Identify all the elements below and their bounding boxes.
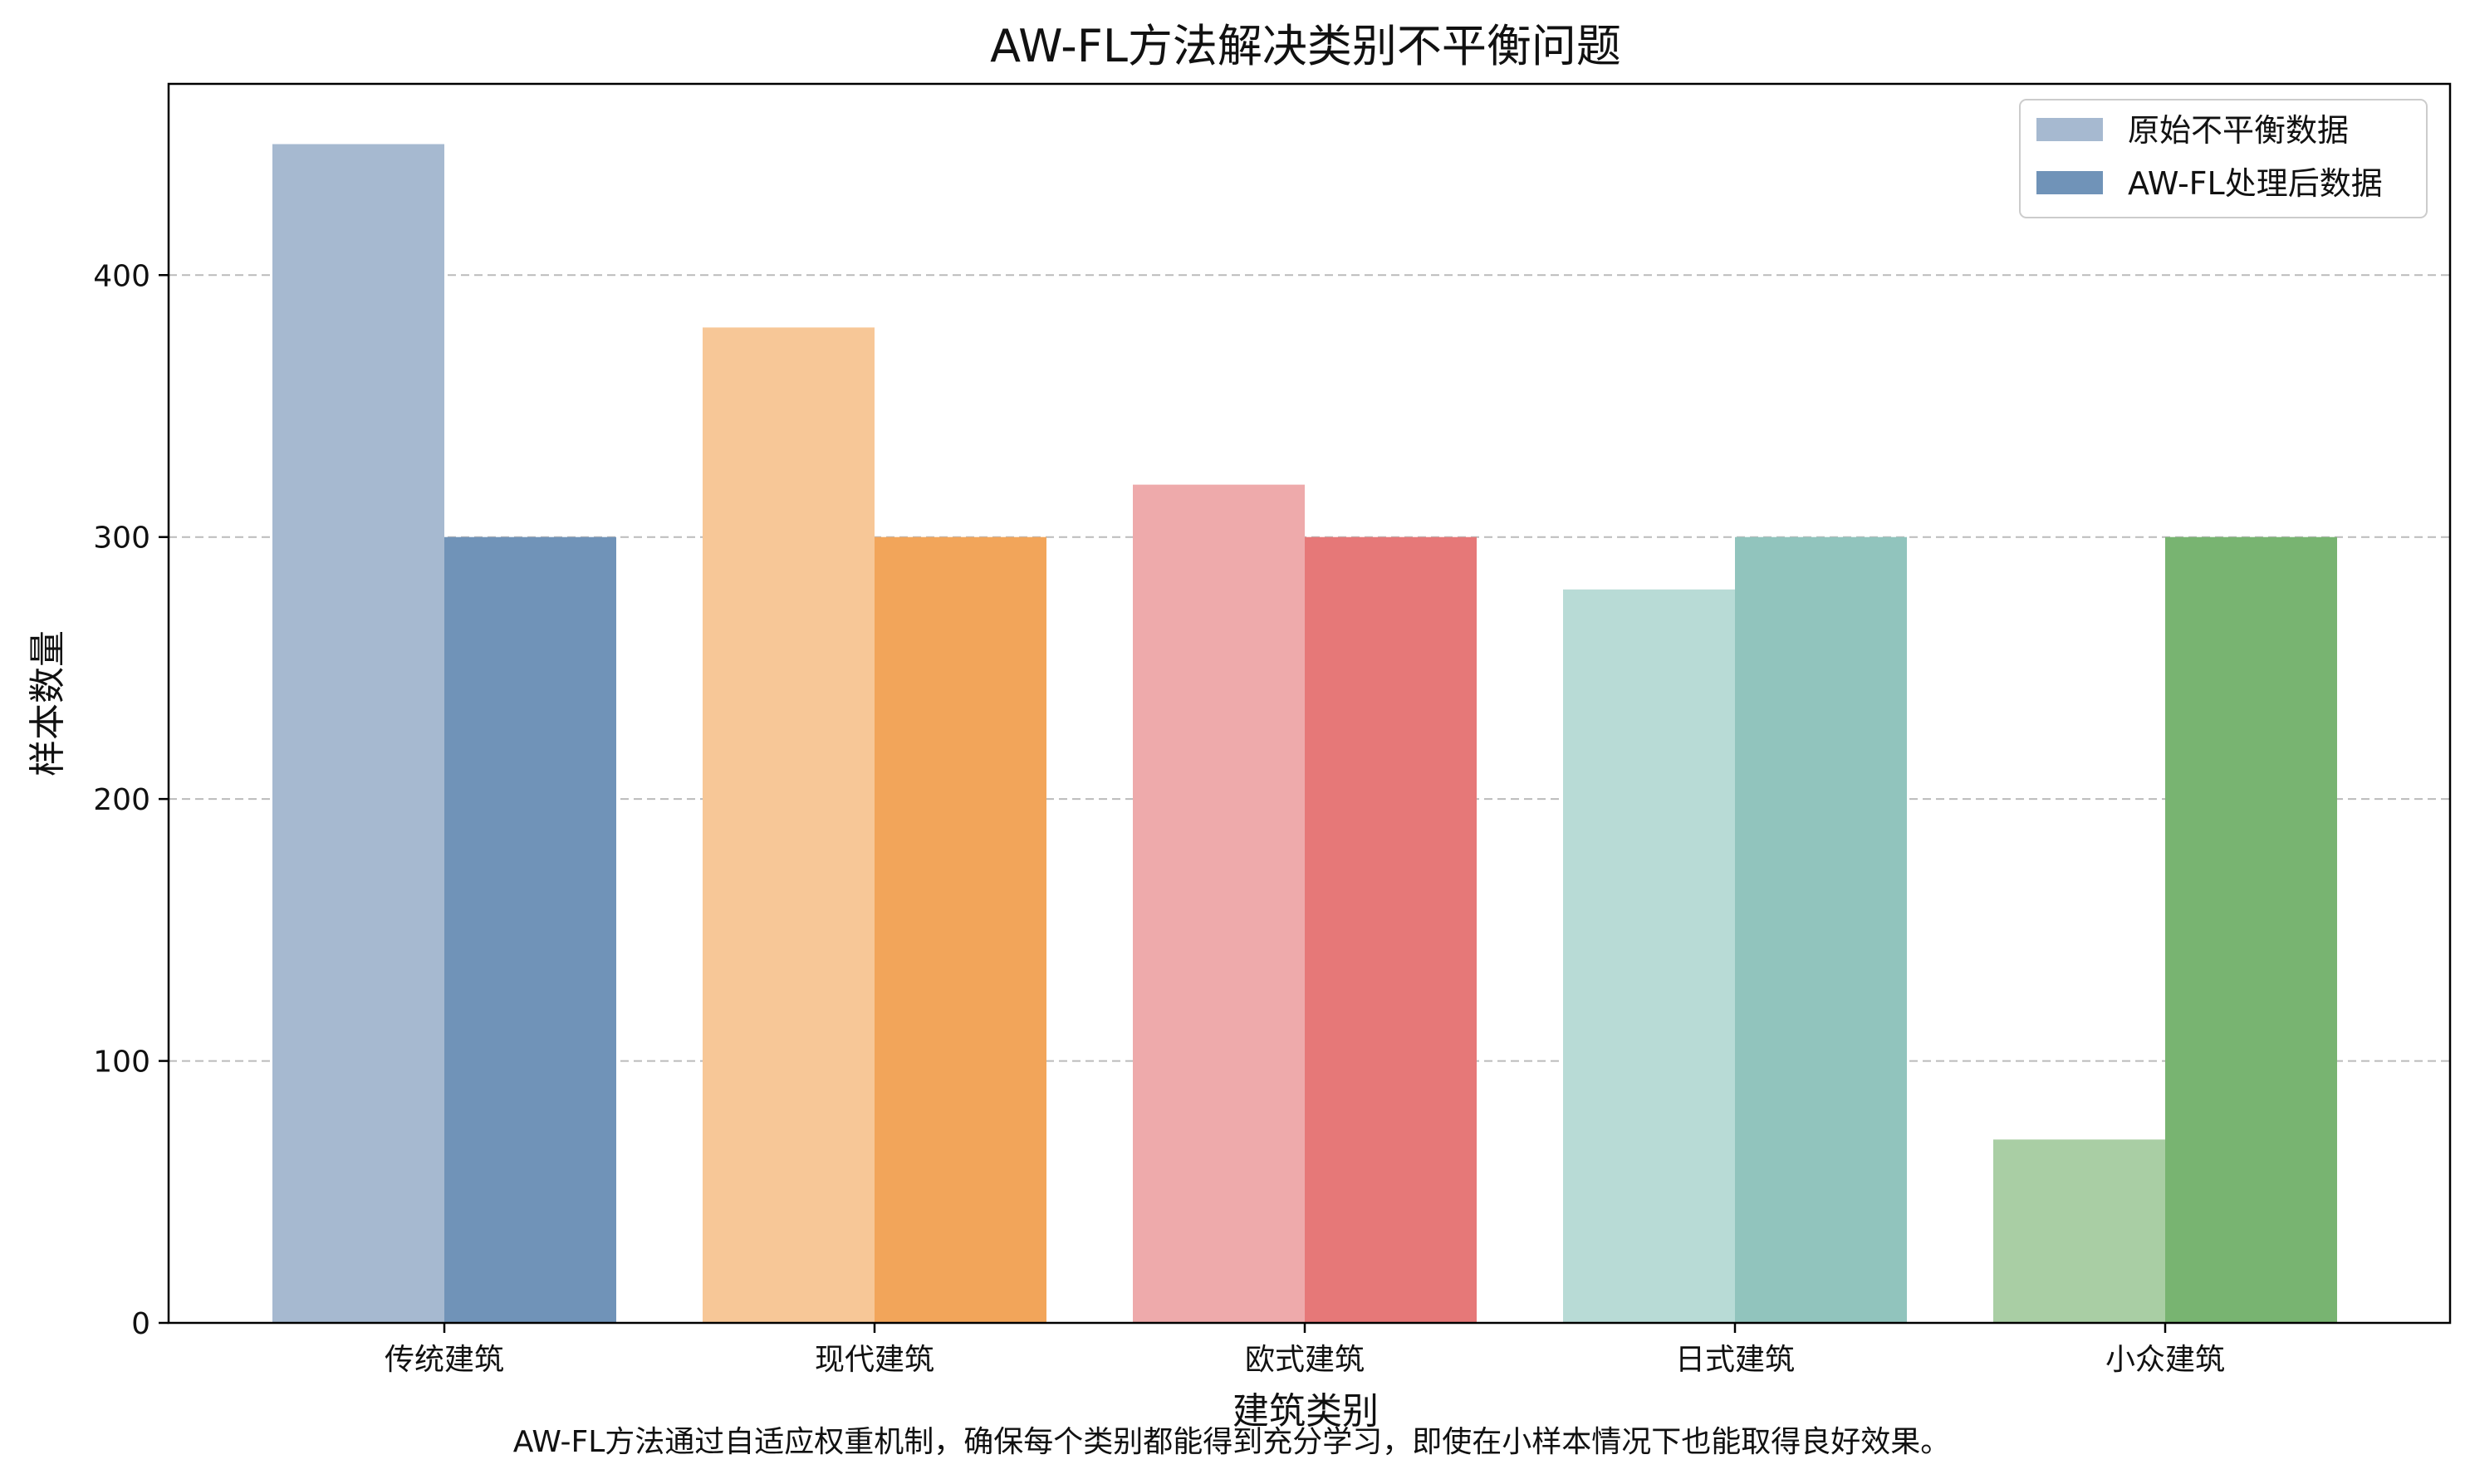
bar-processed <box>1305 536 1477 1323</box>
plot-area-frame <box>167 82 2452 1325</box>
x-tick-label: 欧式建筑 <box>1245 1343 1365 1377</box>
legend: 原始不平衡数据 AW-FL处理后数据 <box>2019 99 2428 218</box>
x-axis-ticks: 传统建筑 现代建筑 欧式建筑 日式建筑 小众建筑 <box>385 1323 2225 1377</box>
legend-frame <box>2019 99 2428 218</box>
y-tick-label: 300 <box>93 522 150 556</box>
footnote: AW-FL方法通过自适应权重机制，确保每个类别都能得到充分学习，即使在小样本情况… <box>513 1425 1951 1459</box>
bar-processed <box>875 536 1046 1323</box>
bar-processed <box>444 536 616 1323</box>
y-tick-label: 0 <box>131 1307 150 1341</box>
legend-label-processed: AW-FL处理后数据 <box>2128 165 2383 202</box>
bar-original <box>272 144 444 1323</box>
chart-title: AW-FL方法解决类别不平衡问题 <box>990 20 1621 72</box>
bars <box>272 144 2337 1324</box>
bar-original <box>1563 589 1735 1323</box>
y-axis-ticks: 0 100 200 300 400 <box>93 259 169 1341</box>
bar-original <box>703 327 875 1324</box>
x-tick-label: 传统建筑 <box>385 1343 504 1377</box>
y-tick-label: 400 <box>93 259 150 293</box>
y-tick-label: 100 <box>93 1046 150 1080</box>
legend-label-original: 原始不平衡数据 <box>2128 112 2349 149</box>
y-tick-label: 200 <box>93 783 150 817</box>
legend-swatch-original <box>2036 118 2103 141</box>
y-axis-label: 样本数量 <box>27 630 69 776</box>
bar-processed <box>2165 536 2337 1323</box>
bar-original <box>1133 484 1305 1323</box>
x-tick-label: 现代建筑 <box>815 1343 934 1377</box>
x-axis-label: 建筑类别 <box>1232 1390 1379 1433</box>
x-tick-label: 小众建筑 <box>2105 1343 2225 1377</box>
bar-processed <box>1735 536 1907 1323</box>
bar-original <box>1993 1139 2165 1323</box>
legend-swatch-processed <box>2036 171 2103 194</box>
x-tick-label: 日式建筑 <box>1675 1343 1795 1377</box>
